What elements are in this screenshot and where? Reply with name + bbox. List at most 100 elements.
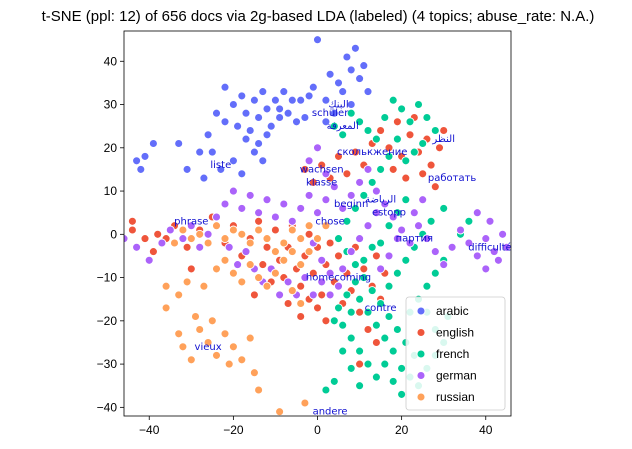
point-arabic (233, 121, 243, 131)
point-french (338, 346, 348, 356)
y-tick-label: −20 (97, 314, 118, 328)
point-arabic (266, 121, 276, 131)
point-german (329, 182, 339, 192)
point-russian (186, 355, 196, 365)
point-russian (224, 359, 234, 369)
point-russian (186, 234, 196, 244)
y-tick-label: −10 (97, 271, 118, 285)
point-english (127, 216, 137, 226)
point-russian (296, 299, 306, 308)
point-arabic (329, 108, 339, 118)
point-german (220, 199, 230, 209)
point-german (317, 255, 327, 265)
point-arabic (203, 130, 213, 140)
point-arabic (254, 113, 264, 122)
x-tick-label: 20 (395, 423, 409, 437)
point-russian (287, 286, 297, 296)
point-russian (220, 329, 230, 339)
point-french (414, 100, 423, 109)
legend-marker-russian (416, 392, 426, 402)
point-german (397, 225, 407, 235)
point-russian (212, 264, 221, 274)
point-arabic (212, 108, 221, 118)
annotation-label: klasse (306, 177, 337, 188)
point-french (401, 195, 411, 205)
point-german (338, 203, 348, 213)
point-german (275, 290, 285, 300)
point-german (144, 255, 154, 265)
point-english (388, 164, 398, 174)
point-german (472, 208, 482, 218)
point-french (359, 255, 369, 265)
point-german (464, 238, 474, 248)
point-english (270, 225, 280, 235)
point-russian (313, 234, 322, 244)
point-german (392, 234, 402, 244)
annotation-label: schüler (312, 108, 349, 119)
point-german (346, 247, 356, 257)
point-russian (279, 255, 289, 265)
point-arabic (199, 173, 209, 183)
point-russian (321, 221, 331, 231)
point-german (304, 156, 314, 166)
point-german (481, 234, 491, 244)
point-german (132, 242, 142, 252)
point-russian (199, 281, 209, 291)
point-german (447, 242, 457, 252)
point-french (346, 307, 356, 317)
point-french (350, 277, 360, 287)
point-german (300, 273, 310, 283)
point-french (392, 325, 402, 334)
point-german (228, 186, 238, 196)
point-french (338, 320, 348, 330)
point-german (186, 221, 196, 231)
annotation-label: работать (428, 173, 477, 184)
point-russian (220, 234, 230, 244)
point-russian (245, 333, 255, 343)
point-arabic (254, 139, 264, 148)
point-english (317, 290, 327, 300)
point-german (321, 195, 331, 205)
point-french (401, 156, 411, 166)
point-russian (254, 385, 264, 395)
point-french (464, 216, 474, 226)
point-german (279, 199, 289, 209)
x-tick-label: −40 (139, 423, 160, 437)
point-english (182, 242, 192, 252)
annotation-label: النظر (431, 134, 455, 145)
point-arabic (308, 82, 318, 92)
point-russian (237, 355, 247, 365)
point-english (153, 229, 163, 239)
point-arabic (262, 130, 272, 140)
chart-title: t-SNE (ppl: 12) of 656 docs via 2g-based… (42, 8, 595, 25)
point-french (380, 113, 390, 122)
point-english (418, 169, 428, 179)
point-french (392, 134, 402, 144)
point-english (296, 281, 306, 291)
point-arabic (207, 147, 217, 157)
point-english (308, 177, 318, 187)
point-english (426, 160, 436, 170)
point-french (350, 260, 360, 270)
point-arabic (228, 156, 238, 166)
point-french (329, 121, 339, 131)
point-russian (182, 277, 192, 287)
point-german (317, 277, 327, 287)
point-german (456, 225, 465, 235)
point-french (367, 242, 377, 252)
point-german (313, 208, 322, 218)
point-arabic (275, 113, 285, 122)
point-french (384, 312, 394, 321)
point-german (296, 203, 306, 213)
point-russian (203, 238, 213, 248)
point-english (148, 247, 158, 257)
point-russian (161, 303, 171, 313)
point-russian (174, 290, 184, 300)
point-english (249, 290, 259, 300)
point-arabic (220, 82, 230, 92)
point-german (422, 234, 432, 244)
point-russian (228, 342, 238, 352)
point-french (359, 190, 369, 200)
point-russian (296, 234, 306, 244)
